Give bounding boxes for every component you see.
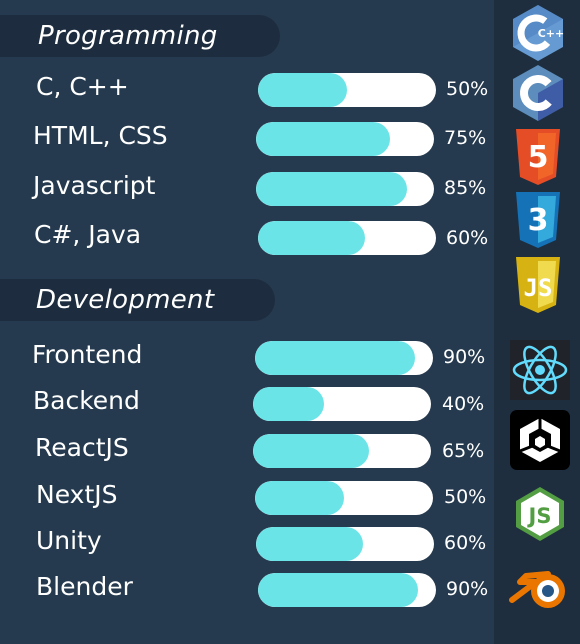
skill-percent: 75% xyxy=(444,127,487,149)
skill-label: Backend xyxy=(33,386,140,415)
skill-percent: 60% xyxy=(446,227,489,249)
skill-progress-fill xyxy=(258,573,419,607)
skill-progress-fill xyxy=(255,341,416,375)
skill-progress-bar xyxy=(258,73,436,107)
skill-label: C#, Java xyxy=(34,220,142,249)
skill-percent: 85% xyxy=(444,177,487,199)
section-header-development: Development xyxy=(0,279,275,321)
skill-progress-bar xyxy=(256,122,434,156)
svg-text:JS: JS xyxy=(524,274,553,302)
section-header-programming: Programming xyxy=(0,15,280,57)
svg-text:JS: JS xyxy=(527,504,552,528)
skill-label: Frontend xyxy=(32,340,143,369)
cpp-logo-icon: C++ xyxy=(508,3,568,63)
skill-progress-fill xyxy=(258,73,347,107)
skill-progress-bar xyxy=(255,481,433,515)
skill-label: NextJS xyxy=(36,480,118,509)
skill-progress-bar xyxy=(253,387,431,421)
skill-progress-bar xyxy=(256,172,434,206)
svg-text:C++: C++ xyxy=(538,27,565,40)
c-logo-icon xyxy=(508,63,568,123)
skill-label: C, C++ xyxy=(36,72,129,101)
skill-label: HTML, CSS xyxy=(33,121,168,150)
skill-percent: 65% xyxy=(442,440,485,462)
skill-progress-fill xyxy=(256,527,363,561)
skill-label: Unity xyxy=(36,526,102,555)
react-logo-icon xyxy=(510,340,570,400)
skill-label: Blender xyxy=(36,572,133,601)
section-title: Programming xyxy=(38,21,218,51)
section-title: Development xyxy=(36,285,215,315)
skill-progress-fill xyxy=(256,122,390,156)
skill-progress-bar xyxy=(253,434,431,468)
skill-percent: 90% xyxy=(446,578,489,600)
skill-progress-fill xyxy=(253,387,325,421)
svg-text:5: 5 xyxy=(528,140,549,175)
js-logo-icon: JS xyxy=(508,255,568,315)
skill-percent: 90% xyxy=(443,346,486,368)
skill-progress-bar xyxy=(258,221,436,255)
skill-progress-bar xyxy=(256,527,434,561)
skill-percent: 50% xyxy=(446,78,489,100)
skill-progress-fill xyxy=(255,481,344,515)
skill-percent: 40% xyxy=(442,393,485,415)
blender-logo-icon xyxy=(506,560,572,616)
html5-logo-icon: 5 xyxy=(508,127,568,187)
skill-percent: 50% xyxy=(444,486,487,508)
tech-icon-column: C++ 5 3 JS xyxy=(494,0,580,644)
skill-label: ReactJS xyxy=(35,433,129,462)
unity-logo-icon xyxy=(510,410,570,470)
skill-progress-fill xyxy=(258,221,365,255)
svg-text:3: 3 xyxy=(528,203,549,238)
css3-logo-icon: 3 xyxy=(508,190,568,250)
skill-progress-fill xyxy=(256,172,408,206)
skill-label: Javascript xyxy=(33,171,156,200)
skill-progress-fill xyxy=(253,434,369,468)
skills-panel: Programming C, C++ 50% HTML, CSS 75% Jav… xyxy=(0,15,489,607)
nodejs-logo-icon: JS xyxy=(510,484,570,544)
skill-progress-bar xyxy=(258,573,436,607)
skill-percent: 60% xyxy=(444,532,487,554)
skill-progress-bar xyxy=(255,341,433,375)
